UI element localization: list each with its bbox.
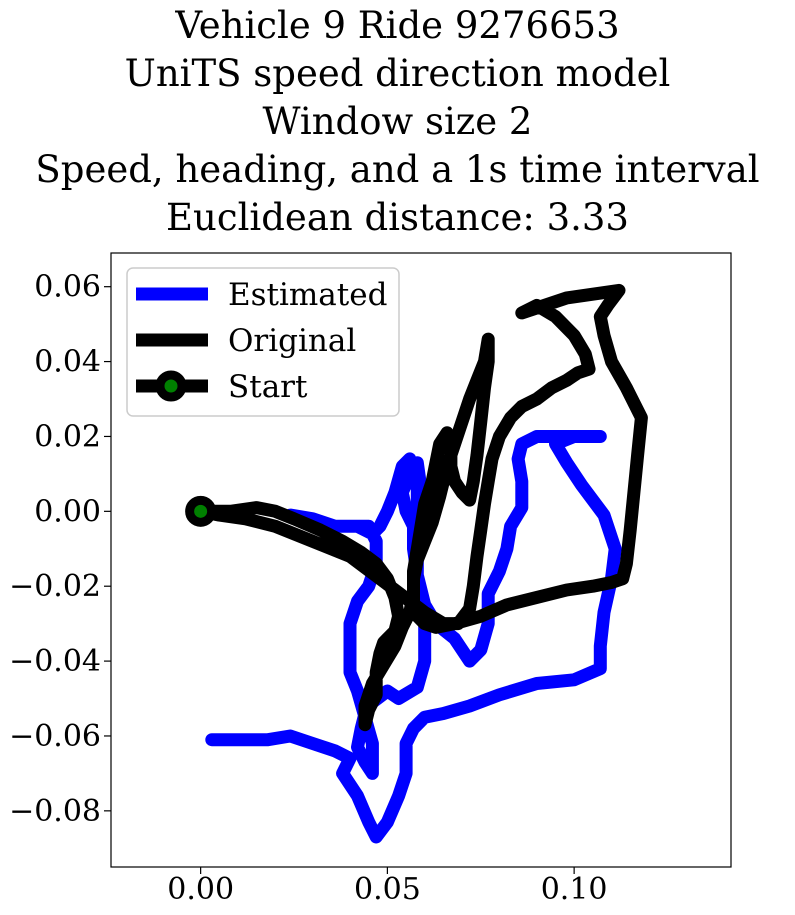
- y-tick-label: −0.06: [9, 719, 101, 754]
- plot-area: [185, 283, 648, 844]
- chart-title: Vehicle 9 Ride 9276653 UniTS speed direc…: [0, 0, 795, 242]
- legend-label-start: Start: [228, 369, 308, 405]
- x-tick-label: 0.05: [354, 872, 421, 907]
- plot-frame: [110, 252, 732, 868]
- legend-start-marker: [155, 370, 187, 402]
- start-marker: [185, 495, 217, 527]
- title-line-3: Window size 2: [262, 100, 533, 143]
- legend: Estimated Original Start: [126, 267, 400, 417]
- title-line-2: UniTS speed direction model: [124, 52, 671, 95]
- x-tick-label: 0.10: [541, 872, 608, 907]
- legend-label-estimated: Estimated: [228, 277, 387, 313]
- y-tick-label: −0.04: [9, 644, 101, 679]
- axis-ticks: 0.00 0.05 0.10 0.06 0.04 0.02 0.00 −0.02 −0.04 −0…: [9, 270, 607, 907]
- title-line-4: Speed, heading, and a 1s time interval: [35, 148, 760, 191]
- y-tick-label: −0.02: [9, 569, 101, 604]
- legend-label-original: Original: [228, 323, 356, 359]
- title-line-5: Euclidean distance: 3.33: [166, 196, 629, 239]
- y-tick-label: 0.06: [34, 270, 101, 305]
- y-tick-label: 0.00: [34, 494, 101, 529]
- series-line-estimated: [205, 430, 622, 844]
- series-line-original: [194, 283, 648, 732]
- y-tick-label: 0.04: [34, 345, 101, 380]
- title-line-1: Vehicle 9 Ride 9276653: [175, 4, 620, 47]
- legend-box: [126, 267, 400, 417]
- y-tick-label: 0.02: [34, 419, 101, 454]
- y-tick-label: −0.08: [9, 794, 101, 829]
- x-tick-label: 0.00: [167, 872, 234, 907]
